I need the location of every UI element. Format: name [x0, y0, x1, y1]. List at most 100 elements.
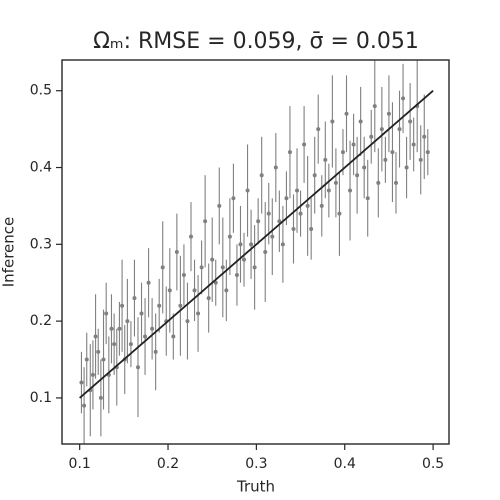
chart-title: Ωₘ: RMSE = 0.059, σ̄ = 0.051 [93, 29, 419, 54]
point [238, 242, 243, 247]
y-tick-label: 0.1 [30, 390, 52, 406]
point [171, 334, 176, 339]
point [231, 196, 236, 201]
point [259, 173, 264, 178]
x-tick-label: 0.4 [334, 456, 356, 472]
point [323, 157, 328, 162]
point [280, 242, 285, 247]
x-tick-label: 0.5 [422, 456, 444, 472]
point [146, 280, 151, 285]
point [135, 365, 140, 370]
point [319, 203, 324, 208]
point [125, 319, 130, 324]
point [305, 203, 310, 208]
x-axis-label: Truth [236, 478, 275, 496]
point [273, 165, 278, 170]
x-tick-label: 0.2 [157, 456, 179, 472]
x-tick-label: 0.3 [245, 456, 267, 472]
reference-line [79, 90, 434, 399]
point [101, 357, 106, 362]
point [150, 326, 155, 331]
point [189, 234, 193, 239]
point [312, 173, 317, 178]
point [128, 342, 133, 347]
point [351, 142, 356, 147]
point [309, 226, 314, 231]
point [302, 142, 307, 147]
point [160, 265, 165, 270]
point [355, 173, 360, 178]
x-tick-label: 0.1 [69, 456, 91, 472]
point [210, 257, 215, 262]
point [104, 311, 109, 316]
point [401, 96, 406, 101]
point [369, 134, 374, 139]
point [390, 150, 395, 155]
point [157, 303, 162, 308]
point [337, 211, 342, 216]
point [93, 334, 98, 339]
point [220, 265, 225, 270]
point [227, 234, 232, 239]
point [418, 157, 423, 162]
point [206, 296, 211, 301]
point [79, 380, 84, 385]
point [277, 219, 282, 224]
point [425, 150, 430, 155]
point [340, 150, 345, 155]
point [404, 165, 409, 170]
point [82, 403, 87, 408]
point [376, 180, 381, 185]
point [181, 273, 186, 278]
point [358, 119, 363, 124]
point [98, 395, 103, 400]
point [383, 157, 388, 162]
point [295, 188, 300, 193]
point [153, 349, 158, 354]
point [213, 280, 218, 285]
point [348, 188, 353, 193]
y-axis-label: Inference [0, 217, 18, 288]
point [270, 234, 275, 239]
point [249, 242, 254, 247]
y-tick-label: 0.2 [30, 313, 52, 329]
point [109, 326, 114, 331]
point [365, 196, 370, 201]
point [120, 303, 125, 308]
point [344, 111, 349, 116]
point [256, 219, 261, 224]
point [372, 104, 377, 109]
point [284, 196, 289, 201]
point [252, 265, 257, 270]
point [397, 127, 402, 132]
point [242, 257, 247, 262]
point [326, 188, 331, 193]
point [84, 357, 89, 362]
point [90, 372, 95, 377]
point [291, 226, 296, 231]
point [266, 211, 271, 216]
point [411, 142, 416, 147]
point [316, 127, 321, 132]
point [408, 119, 413, 124]
point [112, 342, 117, 347]
point [224, 288, 229, 293]
plot-frame [61, 59, 450, 445]
point [203, 219, 208, 224]
point [298, 211, 303, 216]
point [139, 311, 144, 316]
point [192, 288, 197, 293]
y-tick-label: 0.5 [30, 83, 52, 99]
point [167, 288, 172, 293]
point [196, 311, 201, 316]
point [185, 319, 190, 324]
point [174, 250, 179, 254]
point [143, 334, 148, 339]
point [263, 250, 268, 254]
point [245, 188, 250, 193]
point [217, 203, 222, 208]
point [287, 150, 292, 155]
point [96, 349, 101, 354]
point [234, 273, 239, 278]
